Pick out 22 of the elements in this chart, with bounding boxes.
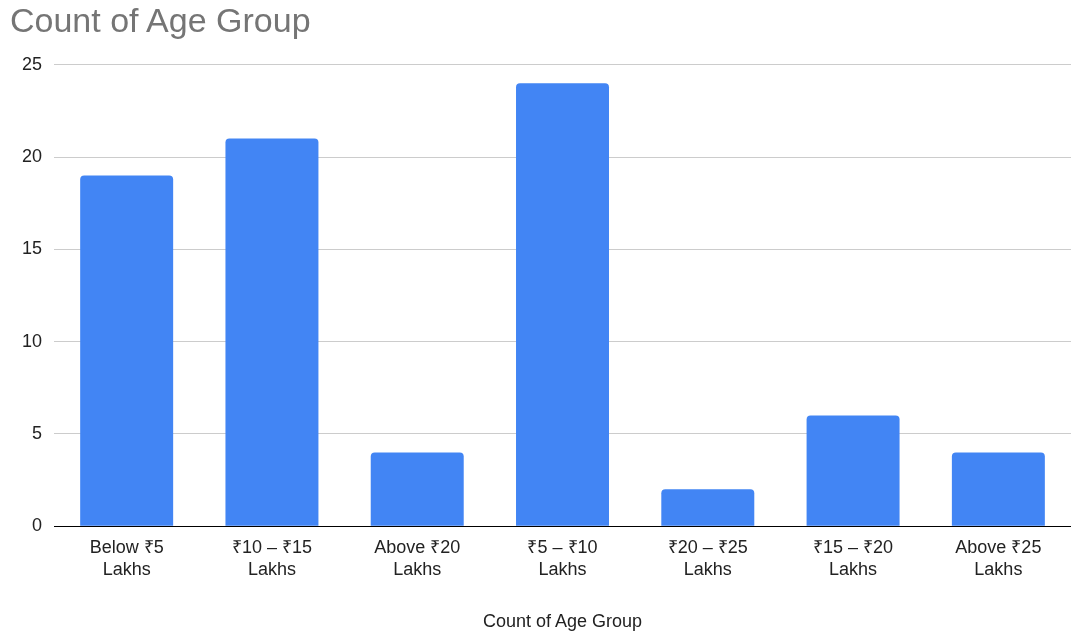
bar xyxy=(951,452,1045,526)
x-tick-label: ₹5 – ₹10 Lakhs xyxy=(527,536,598,579)
y-tick-label: 15 xyxy=(21,238,43,259)
y-tick-label: 0 xyxy=(32,515,43,536)
x-tick-label: ₹20 – ₹25 Lakhs xyxy=(667,536,748,579)
x-tick-label: Below ₹5 Lakhs xyxy=(89,536,164,579)
y-tick-label: 20 xyxy=(21,146,43,167)
x-tick-label: ₹10 – ₹15 Lakhs xyxy=(231,536,312,579)
y-tick-label: 5 xyxy=(32,422,43,443)
bar xyxy=(370,452,464,526)
bar xyxy=(225,138,319,526)
x-tick-label: ₹15 – ₹20 Lakhs xyxy=(813,536,894,579)
x-tick-label: Above ₹20 Lakhs xyxy=(374,536,461,579)
bar xyxy=(806,415,900,526)
bar xyxy=(661,489,755,526)
y-tick-label: 10 xyxy=(21,330,43,351)
x-axis-title: Count of Age Group xyxy=(482,611,643,632)
chart-title: Count of Age Group xyxy=(10,0,311,39)
x-tick-label: Above ₹25 Lakhs xyxy=(955,536,1042,579)
y-tick-label: 25 xyxy=(21,53,43,74)
bar xyxy=(516,83,609,526)
bar xyxy=(80,175,174,526)
